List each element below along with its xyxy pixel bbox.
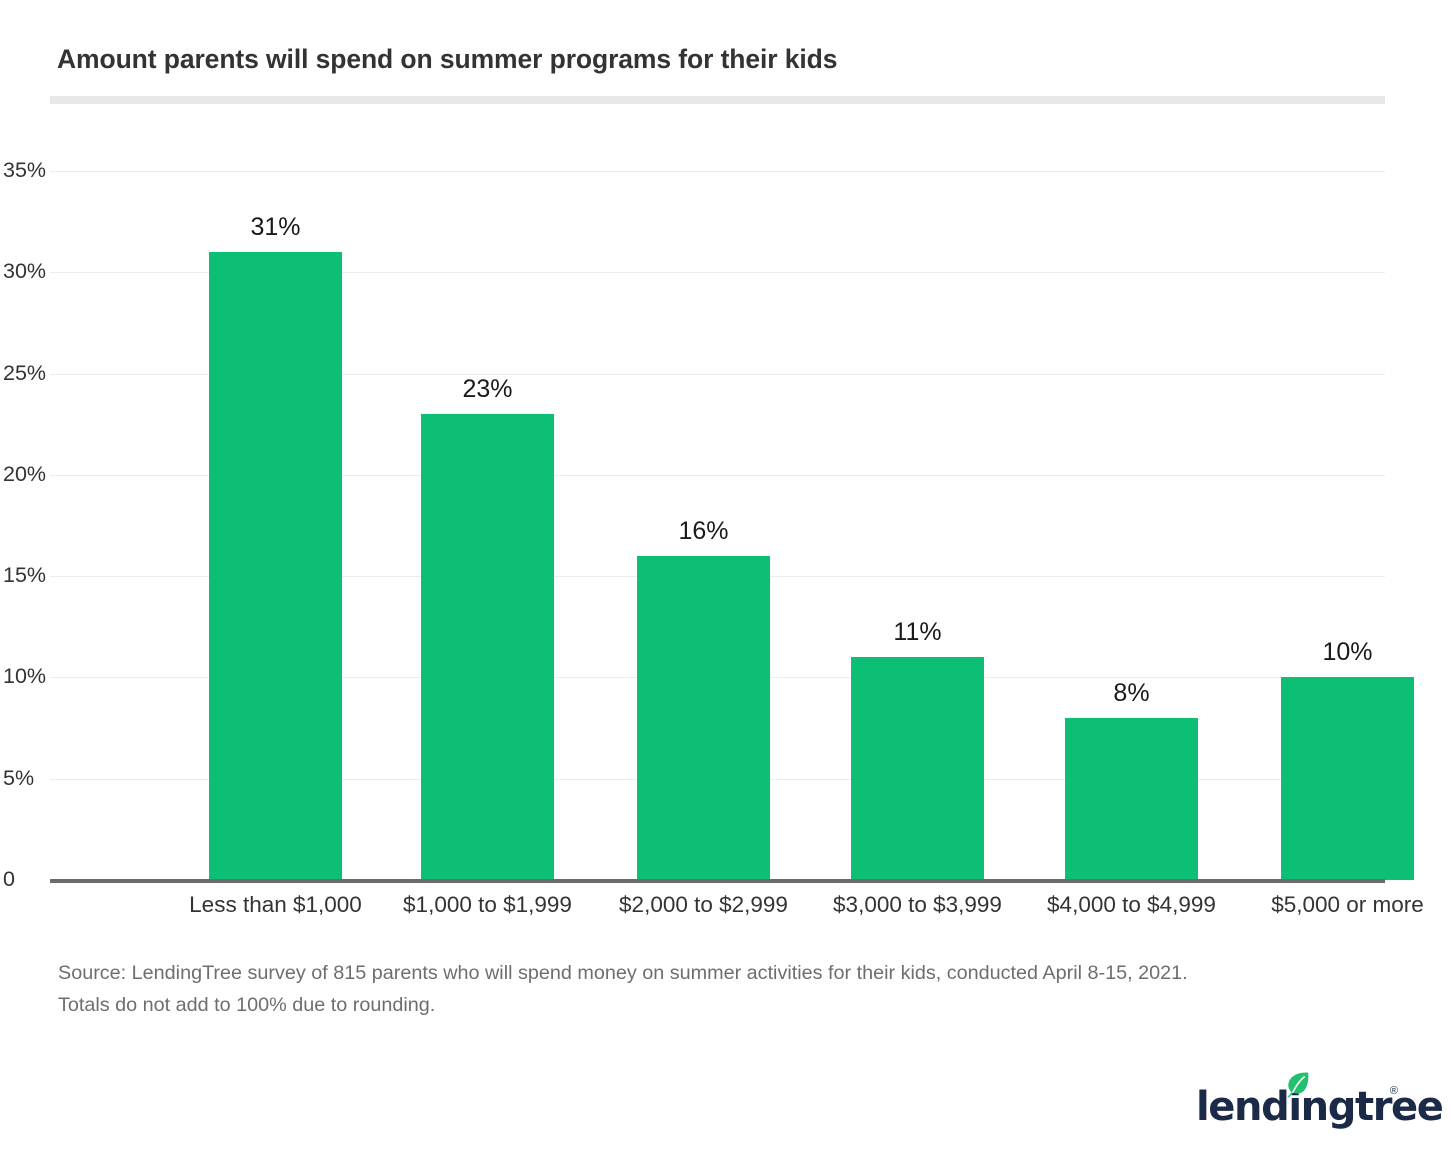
source-line-1: Source: LendingTree survey of 815 parent… [58, 962, 1188, 984]
y-tick-label: 5% [3, 765, 35, 790]
bar-value-label: 8% [1113, 678, 1150, 707]
bar[interactable] [1065, 717, 1198, 880]
page-title: Amount parents will spend on summer prog… [57, 44, 838, 74]
bar[interactable] [421, 414, 554, 880]
bar-value-label: 23% [462, 375, 513, 404]
gridline [50, 474, 1385, 476]
logo-wordmark: lendingtree [1196, 1084, 1444, 1130]
y-tick-label: 20% [3, 461, 47, 486]
x-category-label: $5,000 or more [1271, 892, 1424, 917]
bar-value-label: 16% [678, 516, 729, 545]
y-tick-label: 25% [3, 360, 47, 385]
bar[interactable] [209, 252, 342, 880]
bar[interactable] [851, 657, 984, 880]
bar[interactable] [1281, 677, 1414, 880]
x-category-label: $4,000 to $4,999 [1047, 892, 1216, 917]
y-tick-label: 10% [3, 664, 47, 689]
gridline [50, 272, 1385, 274]
leaf-icon [1286, 1072, 1309, 1098]
plot-area: 31% 23% 16% 11% 8% 10% [50, 171, 1414, 880]
y-tick-label: 30% [3, 259, 47, 284]
bar-value-label: 10% [1322, 638, 1373, 667]
bar-value-label: 31% [250, 213, 301, 242]
y-tick-label: 15% [3, 563, 47, 588]
lendingtree-logo: lendingtree ® [1196, 1072, 1444, 1129]
y-tick-label: 0 [3, 867, 15, 891]
gridline [50, 373, 1385, 375]
x-category-label: $2,000 to $2,999 [619, 892, 788, 917]
bar-value-label: 11% [893, 618, 942, 647]
x-category-label: Less than $1,000 [189, 892, 362, 917]
y-axis: 0 5% 10% 15% 20% 25% 30% 35% [0, 0, 50, 1163]
source-line-2: Totals do not add to 100% due to roundin… [58, 994, 436, 1017]
x-category-label: $3,000 to $3,999 [833, 892, 1002, 917]
y-tick-label: 35% [3, 158, 47, 182]
title-divider [50, 96, 1385, 104]
gridline [50, 171, 1385, 172]
registered-mark: ® [1389, 1085, 1398, 1097]
bar[interactable] [637, 555, 770, 880]
x-axis: Less than $1,000 $1,000 to $1,999 $2,000 t… [50, 888, 1424, 932]
x-category-label: $1,000 to $1,999 [403, 892, 572, 917]
x-axis-line [50, 879, 1385, 883]
source-note: Source: LendingTree survey of 815 parent… [58, 957, 1398, 1021]
